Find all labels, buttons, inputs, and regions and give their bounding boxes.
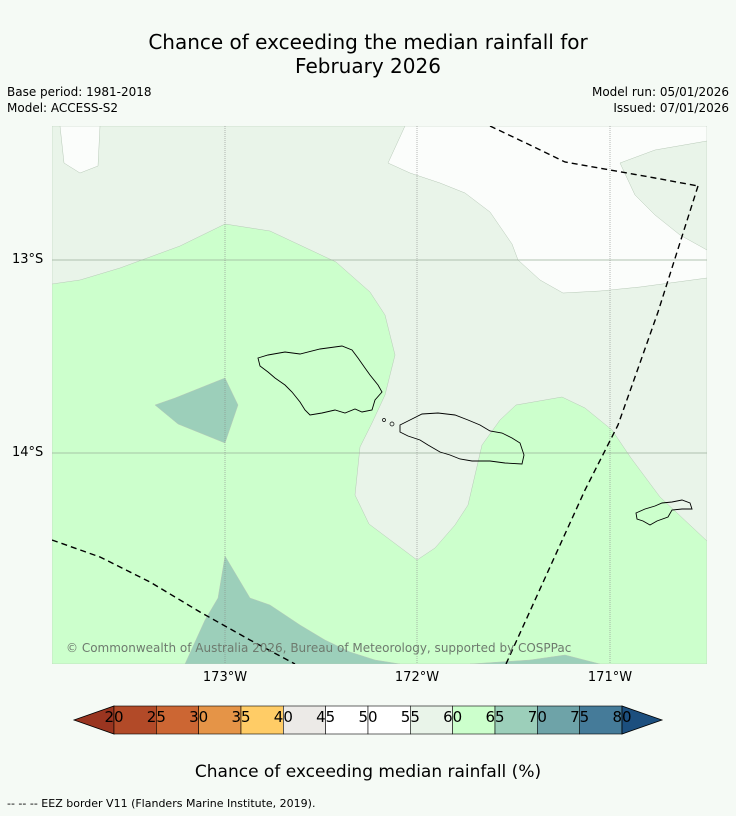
colorbar-tick-label: 50 [358,708,378,726]
colorbar-bin [283,705,326,735]
eez-footnote: -- -- -- EEZ border V11 (Flanders Marine… [7,797,316,810]
base-period: Base period: 1981-2018 [7,85,152,99]
island-manono [382,418,386,422]
colorbar-bin [367,705,411,735]
model-name: Model: ACCESS-S2 [7,101,119,115]
model-run: Model run: 05/01/2026 [591,85,729,99]
colorbar-bin [537,705,580,735]
colorbar-label: Chance of exceeding median rainfall (%) [194,762,542,782]
colorbar-over-arrow [621,705,664,735]
title-line-1: Chance of exceeding the median rainfall … [148,30,588,54]
meta-left: Base period: 1981-2018 Model: ACCESS-S2 [7,84,152,116]
colorbar-bin [452,705,496,735]
colorbar-bin [198,705,242,735]
colorbar-tick-label: 20 [104,708,124,726]
copyright-notice: © Commonwealth of Australia 2026, Bureau… [66,641,572,655]
colorbar-bin [494,705,538,735]
island-tutuila [635,499,693,526]
colorbar-tick-label: 75 [570,708,590,726]
region-55-60-ne [619,140,707,251]
lat-label-13s: 13°S [12,252,44,267]
colorbar-tick-label: 55 [400,708,420,726]
region-65-70-se [469,654,601,664]
eez-border-southwest [52,539,296,664]
colorbar-bin [325,705,369,735]
colorbar-bin [240,705,284,735]
colorbar-tick-label: 30 [189,708,209,726]
colorbar-tick-label: 45 [316,708,336,726]
colorbar-bin [113,705,157,735]
lat-label-14s: 14°S [12,445,44,460]
title-line-2: February 2026 [295,54,441,78]
lon-label-171w: 171°W [587,670,633,685]
lon-label-173w: 173°W [202,670,248,685]
colorbar-tick-label: 40 [273,708,293,726]
eez-border-north [489,126,699,187]
colorbar-tick-label: 25 [146,708,166,726]
region-50-55-top [59,126,101,174]
island-upolu [399,412,525,465]
colorbar-bin [410,705,453,735]
lon-label-172w: 172°W [394,670,440,685]
region-65-70-west [154,377,239,444]
region-65-70-south [184,555,401,664]
colorbar-tick-label: 70 [527,708,547,726]
colorbar-tick-label: 65 [485,708,505,726]
colorbar-tick-label: 60 [443,708,463,726]
eez-border-east [505,185,699,664]
map-title: Chance of exceeding the median rainfall … [0,30,736,78]
colorbar-tick-label: 80 [612,708,632,726]
meta-right: Model run: 05/01/2026 Issued: 07/01/2026 [592,84,729,116]
colorbar-bin [156,705,199,735]
issued-date: Issued: 07/01/2026 [613,101,729,115]
colorbar-tick-label: 35 [231,708,251,726]
island-apolima [389,421,395,427]
island-savaii [257,345,383,416]
